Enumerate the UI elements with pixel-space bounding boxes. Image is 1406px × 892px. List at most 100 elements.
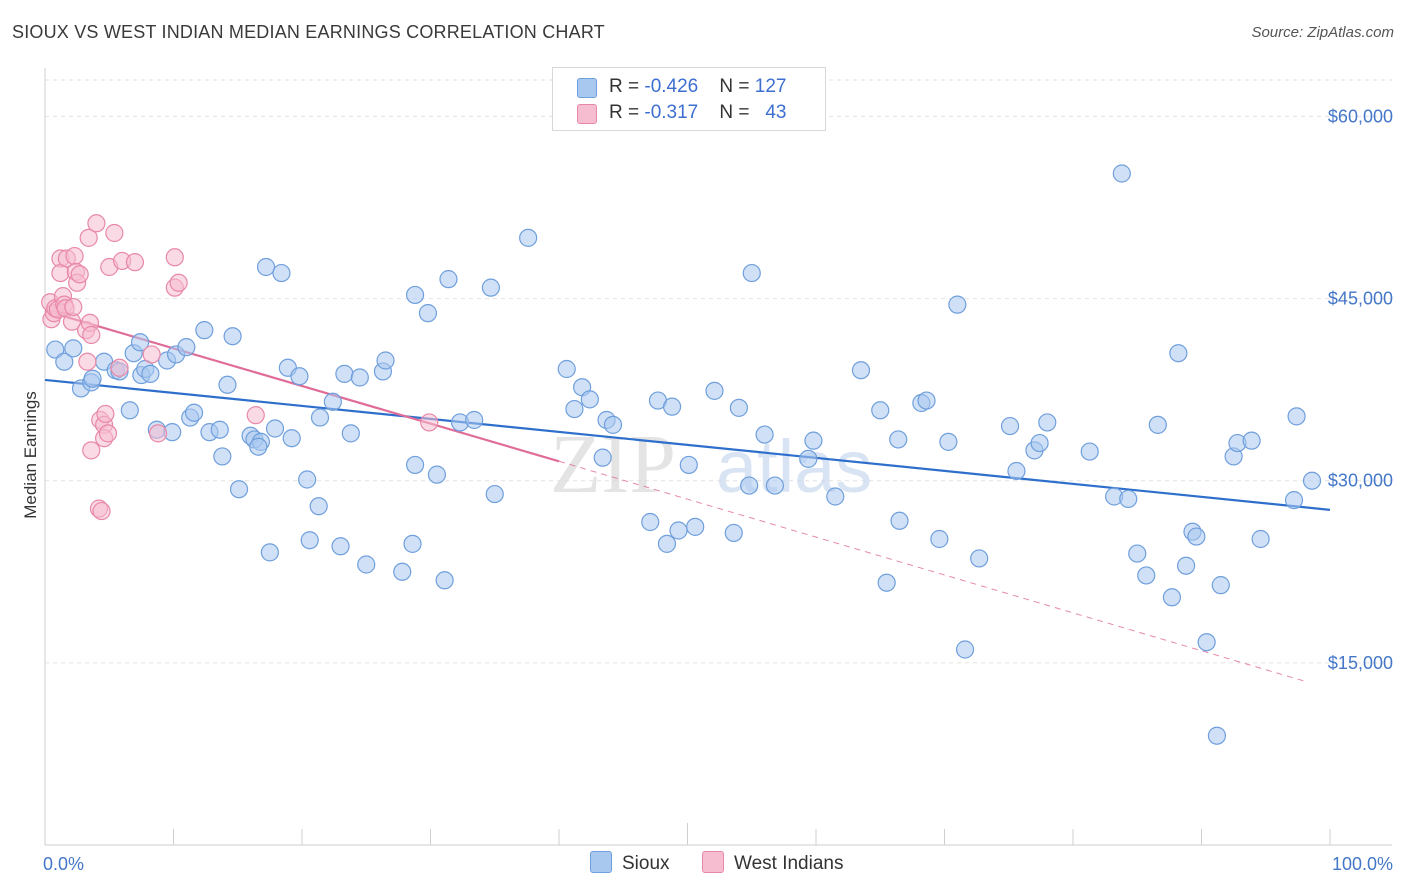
sioux-point [641, 512, 660, 532]
sioux-point [376, 351, 395, 370]
bottom-legend-west-indians: West Indians [702, 851, 843, 875]
sioux-point [662, 397, 682, 416]
sioux-point [970, 549, 989, 568]
x-tick-label-min: 0.0% [43, 854, 84, 874]
sioux-swatch [577, 78, 597, 98]
sioux-point [1284, 491, 1304, 510]
sioux-point [890, 511, 909, 530]
sioux-point [403, 534, 422, 553]
sioux-point [335, 364, 354, 383]
sioux-point [298, 470, 317, 489]
legend-r-value: -0.317 [644, 102, 699, 123]
sioux-point [210, 420, 229, 439]
sioux-point [939, 432, 958, 451]
sioux-point [603, 415, 623, 434]
sioux-point [341, 424, 360, 443]
sioux-point [439, 270, 458, 289]
sioux-point [657, 534, 677, 553]
sioux-point [955, 640, 975, 659]
sioux-point [229, 480, 249, 499]
west-indians-trend-extension [558, 460, 1305, 682]
west-indians-point [82, 441, 101, 460]
bottom-legend-sioux: Sioux [590, 851, 670, 875]
legend-n-value: 127 [754, 76, 787, 97]
sioux-point [1112, 164, 1131, 183]
sioux-point [1007, 461, 1026, 481]
sioux-point [1287, 407, 1306, 426]
sioux-point [290, 367, 309, 386]
sioux-point [177, 338, 196, 357]
tick-labels: $15,000 $30,000 $45,000 $60,000 0.0% 100.0% [43, 106, 1393, 874]
sioux-point [1302, 471, 1322, 490]
west-indians-point [78, 352, 97, 371]
sioux-point [1148, 415, 1167, 434]
west-indians-point [169, 273, 188, 292]
sioux-point [310, 408, 330, 427]
sioux-point [260, 543, 279, 562]
sioux-point [405, 455, 425, 475]
sioux-point [580, 390, 599, 409]
sioux-point [1187, 527, 1206, 546]
sioux-point [826, 487, 845, 506]
sioux-point [740, 476, 759, 495]
sioux-point [1080, 442, 1099, 461]
sioux-point [519, 228, 538, 247]
sioux-point [300, 531, 319, 550]
sioux-point [481, 278, 500, 297]
sioux-point [1242, 431, 1261, 450]
sioux-point [184, 403, 204, 422]
watermark-atlas: atlas [716, 425, 872, 508]
sioux-point [705, 381, 724, 400]
sioux-point [669, 521, 688, 540]
west-indians-point [82, 325, 101, 345]
sioux-point [418, 304, 438, 323]
west-indians-point [87, 214, 106, 233]
west-indians-point [64, 297, 83, 317]
sioux-point [1197, 633, 1216, 652]
sioux-point [120, 401, 139, 420]
sioux-point [350, 368, 369, 387]
legend-r-value: -0.426 [644, 76, 699, 97]
sioux-point [323, 392, 342, 411]
sioux-point [130, 333, 150, 352]
sioux-point [724, 523, 743, 543]
sioux-point [729, 398, 749, 417]
sioux-point [213, 447, 232, 466]
sioux-point [46, 340, 65, 359]
west-indians-point [246, 406, 265, 425]
sioux-point [427, 465, 447, 484]
legend-n-label: N = [719, 76, 755, 97]
west-indians-point [92, 501, 111, 521]
sioux-point [1038, 413, 1057, 432]
sioux-point [871, 401, 890, 420]
sioux-point [557, 359, 576, 379]
west-indians-point [125, 253, 145, 272]
sioux-point [1176, 556, 1196, 575]
correlation-legend: R = -0.426 N = 127 R = -0.317 N = 43 [552, 67, 826, 131]
west-indians-point [105, 223, 124, 243]
sioux-point [765, 476, 784, 495]
west-indians-trend-line [44, 309, 560, 463]
sioux-legend-label: Sioux [622, 853, 670, 874]
west-indians-point [420, 413, 439, 432]
y-tick-label: $60,000 [1328, 106, 1393, 126]
sioux-point [1128, 544, 1147, 563]
sioux-point [804, 431, 823, 450]
west-indians-point [96, 404, 115, 424]
sioux-point [1162, 588, 1182, 607]
x-tick-label-max: 100.0% [1332, 854, 1393, 874]
sioux-point [1000, 416, 1020, 436]
sioux-point [357, 555, 376, 574]
sioux-point [686, 517, 705, 536]
legend-r-label: R = [609, 76, 645, 97]
sioux-legend-swatch [590, 851, 612, 873]
west-indians-point [79, 228, 98, 247]
west-indians-point [70, 265, 89, 284]
sioux-point [593, 448, 612, 467]
sioux-point [877, 573, 896, 592]
sioux-point [1119, 489, 1138, 509]
data-points [41, 164, 1322, 745]
sioux-point [565, 399, 584, 419]
sioux-point [141, 364, 160, 383]
